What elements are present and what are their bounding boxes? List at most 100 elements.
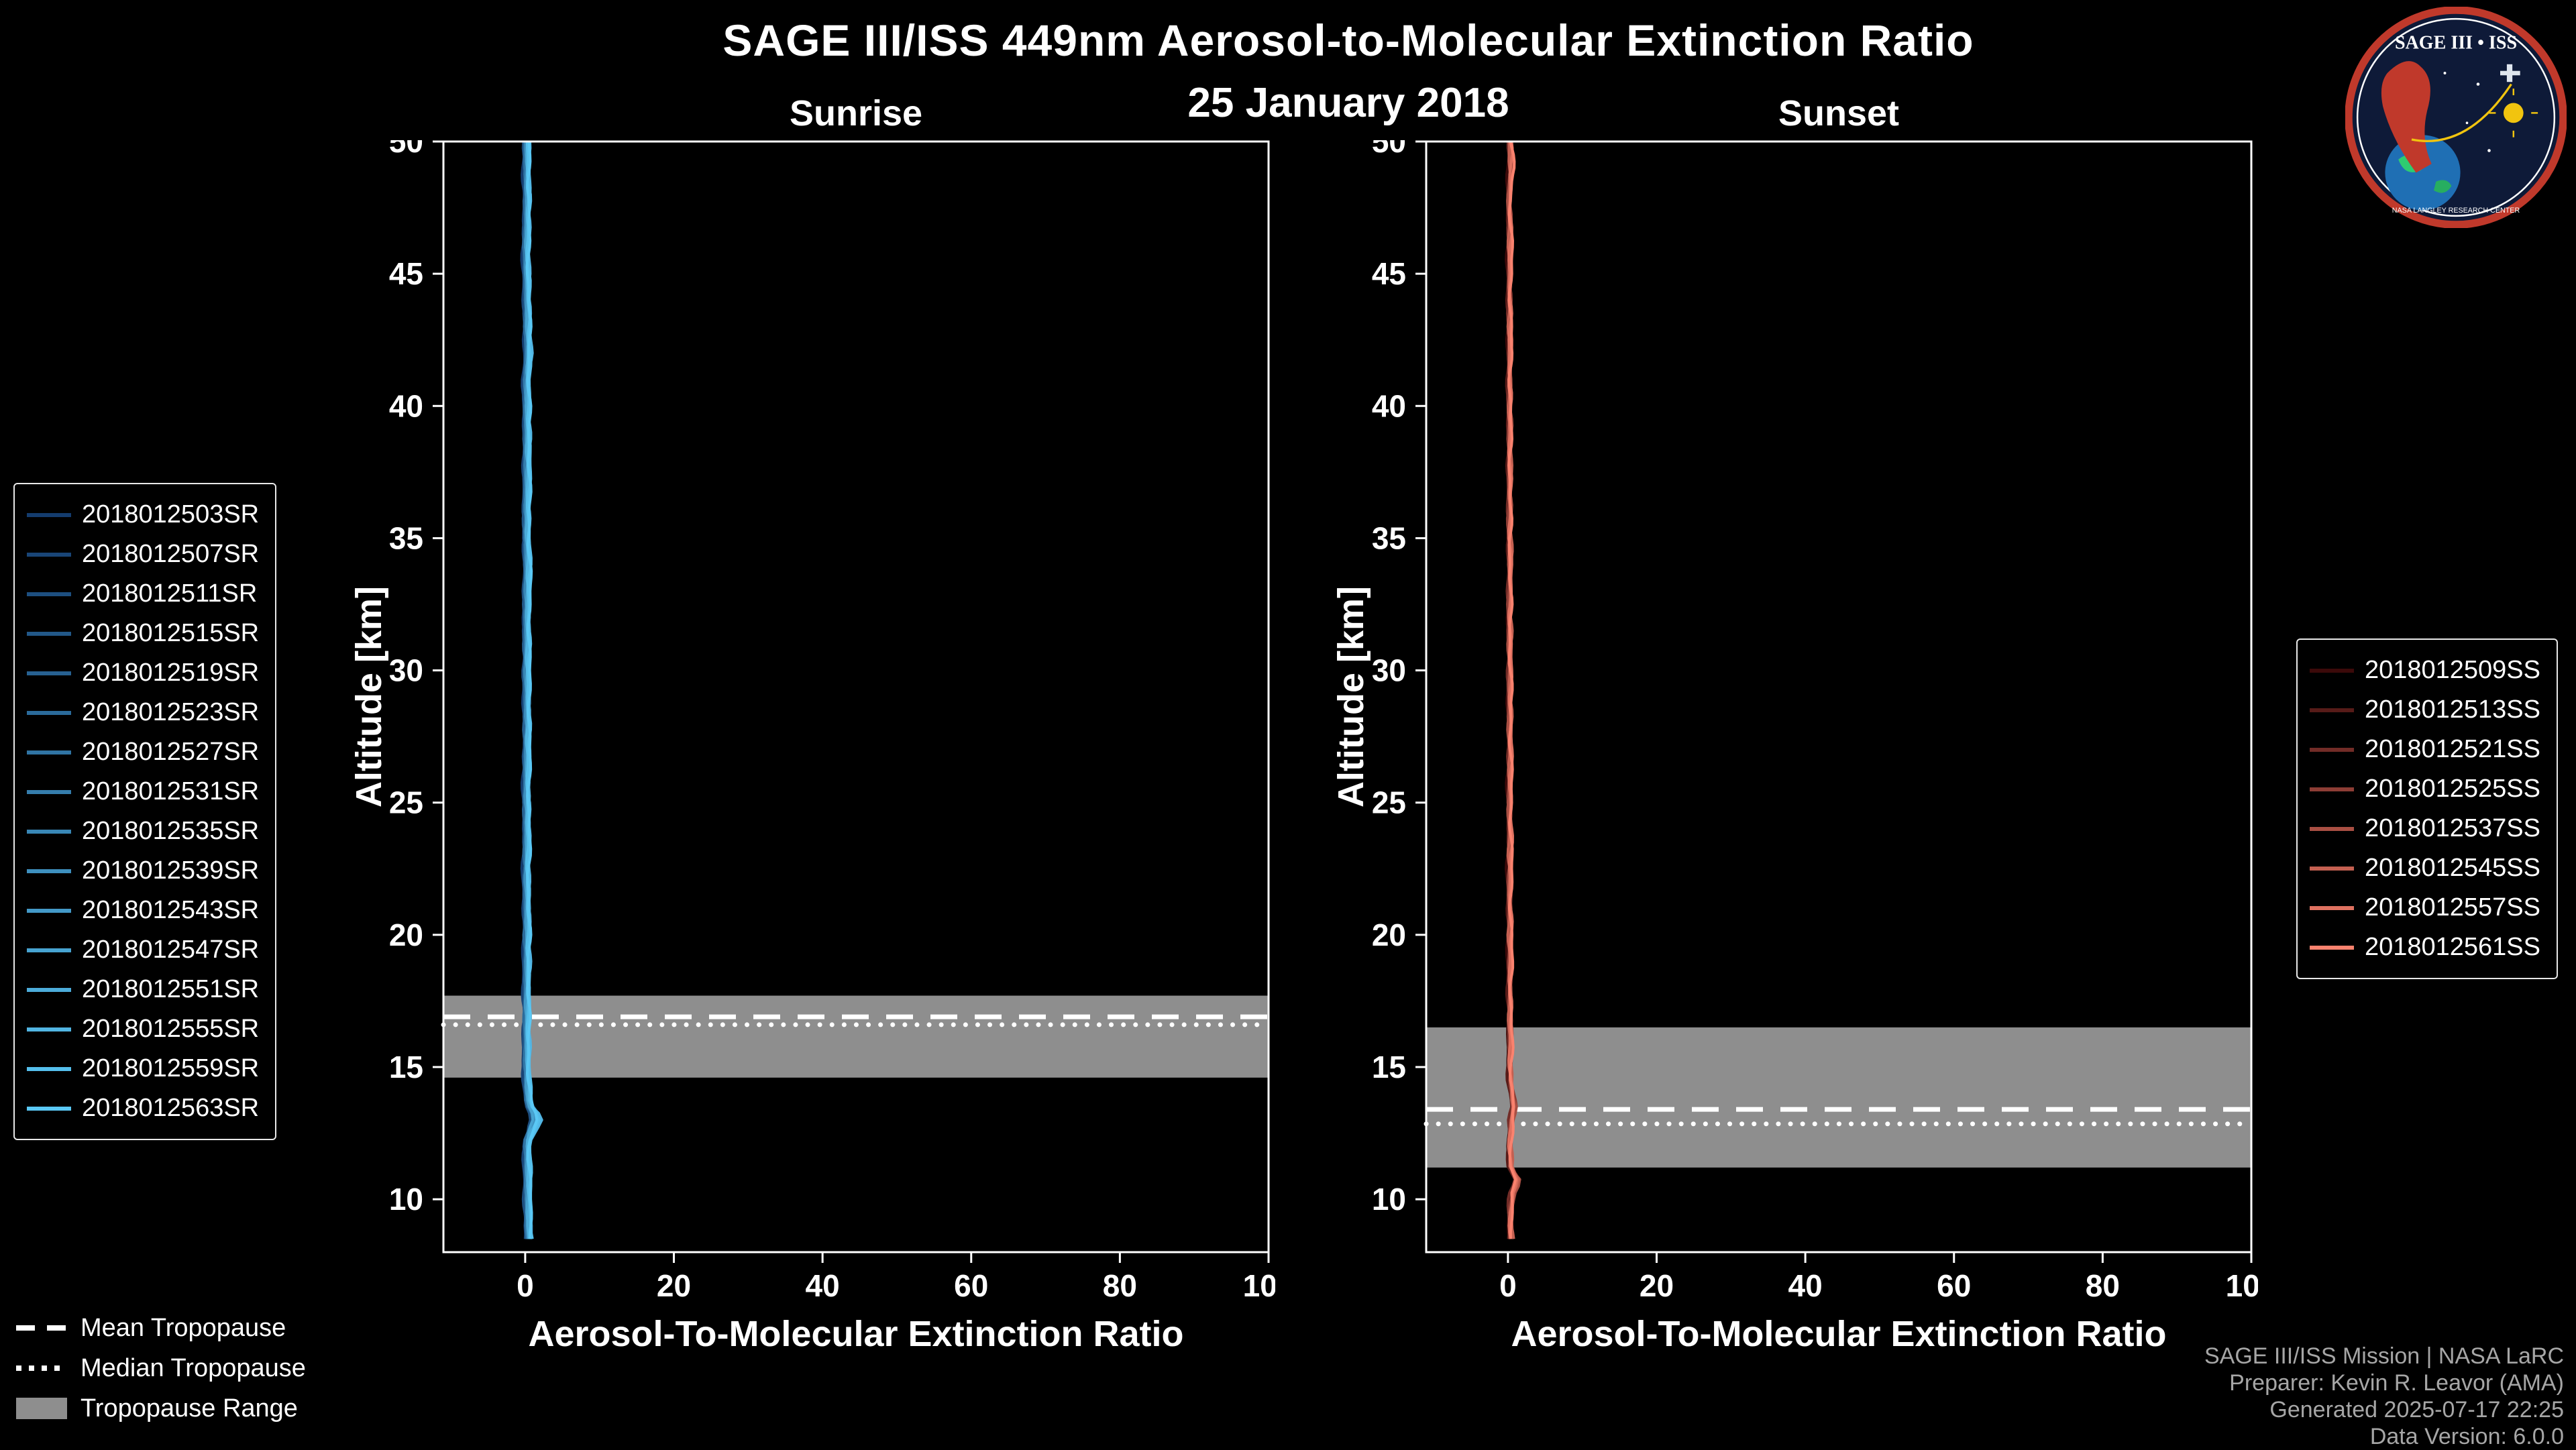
legend-label: Median Tropopause — [80, 1353, 306, 1382]
series-color-swatch — [27, 631, 71, 636]
credit-line: Preparer: Kevin R. Leavor (AMA) — [2229, 1370, 2564, 1396]
series-color-swatch — [27, 552, 71, 557]
legend-item: 2018012545SS — [2309, 848, 2540, 888]
series-label: 2018012531SR — [82, 777, 260, 805]
legend-item: 2018012543SR — [27, 891, 259, 930]
series-label: 2018012557SS — [2364, 893, 2540, 922]
legend-item: 2018012559SR — [27, 1049, 259, 1089]
logo-inner-ring — [2356, 17, 2556, 217]
series-color-swatch — [27, 750, 71, 755]
series-color-swatch — [27, 987, 71, 992]
series-color-swatch — [27, 908, 71, 913]
legend-item: 2018012503SR — [27, 495, 259, 535]
series-color-swatch — [27, 869, 71, 873]
legend-item: 2018012507SR — [27, 535, 259, 574]
page-title: SAGE III/ISS 449nm Aerosol-to-Molecular … — [722, 15, 1974, 65]
logo-title: SAGE III • ISS — [2395, 33, 2517, 54]
series-color-swatch — [27, 512, 71, 517]
x-tick-label: 100 — [2226, 1268, 2258, 1303]
legend-item: 2018012527SR — [27, 732, 259, 772]
series-label: 2018012515SR — [82, 619, 260, 647]
page-date: 25 January 2018 — [1187, 80, 1509, 126]
logo-stars — [2443, 72, 2491, 152]
legend-item: 2018012523SR — [27, 693, 259, 732]
legend-item: 2018012515SR — [27, 614, 259, 653]
credit-line: Generated 2025-07-17 22:25 — [2269, 1397, 2564, 1423]
x-tick-label: 80 — [1103, 1268, 1137, 1303]
sunset-plot: 0 20 40 60 80 100 10 15 20 25 30 35 40 45 50 — [1372, 140, 2258, 1303]
y-tick-label: 25 — [389, 785, 423, 820]
series-label: 2018012555SR — [82, 1015, 260, 1043]
legend-item: 2018012519SR — [27, 653, 259, 693]
xaxis-label-sunrise: Aerosol-To-Molecular Extinction Ratio — [528, 1314, 1184, 1354]
y-tick-label: 50 — [389, 140, 423, 159]
series-label: 2018012509SS — [2364, 656, 2540, 684]
xaxis-label-sunset: Aerosol-To-Molecular Extinction Ratio — [1511, 1314, 2167, 1354]
y-tick-label: 45 — [389, 256, 423, 291]
y-tick-label: 45 — [1372, 256, 1406, 291]
sunrise-plot: 0 20 40 60 80 100 10 15 20 25 30 35 40 45 50 — [389, 140, 1275, 1303]
series-color-swatch — [2309, 787, 2354, 791]
series-color-swatch — [27, 1066, 71, 1071]
series-label: 2018012563SR — [82, 1094, 260, 1122]
legend-item: 2018012513SS — [2309, 690, 2540, 730]
yaxis-label-sunrise: Altitude [km] — [349, 586, 389, 807]
x-tick-label: 40 — [806, 1268, 840, 1303]
legend-item-median-tropopause: Median Tropopause — [16, 1348, 306, 1388]
credit-line: Data Version: 6.0.0 — [2369, 1424, 2564, 1449]
logo-iss — [2500, 64, 2520, 82]
series-label: 2018012543SR — [82, 896, 260, 924]
legend-item: 2018012551SR — [27, 970, 259, 1009]
series-color-swatch — [27, 592, 71, 596]
tropopause-range-band — [1426, 1027, 2251, 1168]
series-color-swatch — [27, 829, 71, 834]
series-color-swatch — [2309, 668, 2354, 673]
series-color-swatch — [2309, 945, 2354, 950]
legend-label: Tropopause Range — [80, 1394, 298, 1423]
credit-line: SAGE III/ISS Mission | NASA LaRC — [2204, 1343, 2564, 1369]
legend-item: 2018012563SR — [27, 1089, 259, 1128]
plot-frame — [442, 140, 1270, 1253]
series-color-swatch — [2309, 708, 2354, 712]
series-color-swatch — [2309, 905, 2354, 910]
series-label: 2018012547SR — [82, 936, 260, 964]
y-tick-label: 10 — [1372, 1182, 1406, 1217]
y-tick-label: 20 — [389, 917, 423, 952]
series-label: 2018012551SR — [82, 975, 260, 1003]
series-color-swatch — [27, 948, 71, 952]
x-tick-label: 40 — [1788, 1268, 1823, 1303]
series-label: 2018012537SS — [2364, 814, 2540, 842]
series-line-2018012563SR — [525, 142, 539, 1239]
gray-patch-swatch — [16, 1398, 67, 1419]
legend-item: 2018012511SR — [27, 574, 259, 614]
tropopause-legend: Mean Tropopause Median Tropopause Tropop… — [16, 1308, 306, 1429]
legend-item: 2018012537SS — [2309, 809, 2540, 848]
series-group — [1505, 142, 1521, 1239]
y-tick-label: 50 — [1372, 140, 1406, 159]
series-color-swatch — [27, 671, 71, 675]
logo-orbit-path — [2411, 83, 2512, 143]
series-label: 2018012507SR — [82, 540, 260, 568]
sage-iii-iss-mission-logo: SAGE III • ISS NASA LANGLEY RESEARCH CEN… — [2345, 7, 2567, 228]
legend-item: 2018012561SS — [2309, 928, 2540, 967]
dashed-line-swatch — [16, 1325, 67, 1331]
legend-item: 2018012525SS — [2309, 769, 2540, 809]
series-color-swatch — [2309, 866, 2354, 871]
dotted-line-swatch — [16, 1365, 67, 1371]
x-tick-label: 0 — [1499, 1268, 1517, 1303]
footer-credits: SAGE III/ISS Mission | NASA LaRC Prepare… — [2204, 1343, 2564, 1450]
x-tick-label: 60 — [954, 1268, 988, 1303]
x-tick-label: 0 — [517, 1268, 534, 1303]
legend-sunset: 2018012509SS 2018012513SS 2018012521SS 2018… — [2296, 638, 2558, 979]
series-label: 2018012523SR — [82, 698, 260, 726]
x-tick-label: 80 — [2086, 1268, 2120, 1303]
series-label: 2018012561SS — [2364, 933, 2540, 961]
panel-title-sunrise: Sunrise — [789, 93, 923, 133]
yaxis-label-sunset: Altitude [km] — [1331, 586, 1371, 807]
logo-sun-rays — [2489, 89, 2538, 137]
legend-item: 2018012547SR — [27, 930, 259, 970]
series-label: 2018012513SS — [2364, 695, 2540, 724]
y-tick-label: 40 — [389, 388, 423, 423]
series-label: 2018012525SS — [2364, 775, 2540, 803]
legend-item: 2018012535SR — [27, 812, 259, 851]
